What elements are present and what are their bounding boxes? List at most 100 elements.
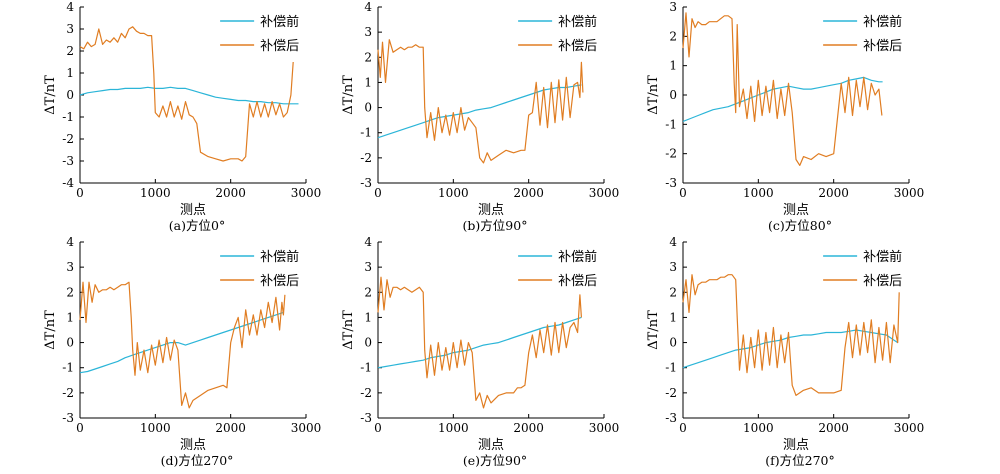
legend-label: 补偿后 (863, 274, 902, 289)
y-tick-label: -2 (360, 151, 372, 165)
y-tick-label: -4 (62, 176, 74, 190)
series-line-after (682, 12, 883, 166)
y-tick-label: 3 (66, 260, 74, 274)
y-tick-label: 3 (669, 260, 677, 274)
x-tick-label: 0 (76, 186, 84, 200)
y-tick-label: 2 (364, 50, 372, 64)
x-tick-label: 2000 (215, 186, 246, 200)
x-tick-label: 2000 (818, 421, 849, 435)
y-tick-label: 3 (669, 0, 677, 14)
x-tick-label: 3000 (589, 421, 620, 435)
x-tick-label: 3000 (291, 421, 322, 435)
series-line-after (79, 281, 286, 409)
y-tick-label: -2 (665, 147, 677, 161)
x-tick-label: 0 (76, 421, 84, 435)
x-tick-label: 0 (374, 421, 382, 435)
y-tick-label: -1 (62, 110, 74, 124)
x-tick-label: 3000 (589, 186, 620, 200)
y-tick-label: 4 (66, 235, 74, 249)
y-tick-label: 3 (364, 25, 372, 39)
series-line-after (79, 26, 294, 162)
x-tick-label: 2000 (513, 186, 544, 200)
y-axis-title: ΔT/nT (646, 75, 661, 115)
y-tick-label: 0 (669, 336, 677, 350)
x-tick-label: 1000 (743, 186, 774, 200)
series-line-before (79, 311, 284, 374)
x-axis-title: 测点 (180, 203, 206, 218)
y-tick-label: 0 (364, 336, 372, 350)
x-tick-label: 1000 (743, 421, 774, 435)
y-tick-label: 1 (66, 310, 74, 324)
y-tick-label: -3 (665, 411, 677, 425)
x-axis-title: 测点 (783, 203, 809, 218)
y-tick-label: 2 (669, 29, 677, 43)
legend-label: 补偿后 (558, 39, 597, 54)
y-tick-label: -3 (360, 176, 372, 190)
y-axis-title: ΔT/nT (341, 75, 356, 115)
y-tick-label: 4 (364, 0, 372, 14)
legend-label: 补偿后 (260, 274, 299, 289)
y-tick-label: -1 (360, 126, 372, 140)
legend-label: 补偿前 (260, 14, 299, 30)
x-tick-label: 1000 (438, 186, 469, 200)
y-tick-label: 2 (364, 285, 372, 299)
panel-caption: (a)方位0° (169, 218, 225, 233)
y-tick-label: 4 (66, 0, 74, 14)
y-tick-label: 4 (364, 235, 372, 249)
x-axis-title: 测点 (180, 438, 206, 453)
y-tick-label: -1 (62, 361, 74, 375)
x-tick-label: 3000 (894, 186, 925, 200)
series-line-after (682, 274, 900, 396)
series-line-before (79, 86, 299, 105)
legend-label: 补偿前 (863, 14, 902, 30)
y-tick-label: -1 (360, 361, 372, 375)
x-axis-title: 测点 (783, 438, 809, 453)
y-tick-label: -1 (665, 117, 677, 131)
y-tick-label: -3 (62, 154, 74, 168)
y-tick-label: -3 (665, 176, 677, 190)
y-tick-label: -2 (360, 386, 372, 400)
series-line-after (377, 39, 584, 164)
legend-label: 补偿后 (260, 39, 299, 54)
y-axis-title: ΔT/nT (341, 310, 356, 350)
panel-caption: (b)方位90° (463, 218, 528, 233)
x-tick-label: 2000 (818, 186, 849, 200)
y-axis-title: ΔT/nT (43, 75, 58, 115)
x-tick-label: 3000 (894, 421, 925, 435)
y-tick-label: 3 (66, 22, 74, 36)
x-tick-label: 1000 (438, 421, 469, 435)
y-tick-label: -2 (665, 386, 677, 400)
y-tick-label: 4 (669, 235, 677, 249)
panel-caption: (f)方位270° (765, 453, 835, 468)
legend-label: 补偿前 (863, 249, 902, 265)
x-tick-label: 2000 (215, 421, 246, 435)
x-tick-label: 0 (679, 186, 687, 200)
x-tick-label: 2000 (513, 421, 544, 435)
y-tick-label: 1 (66, 66, 74, 80)
y-tick-label: 2 (669, 285, 677, 299)
y-tick-label: 1 (669, 310, 677, 324)
x-tick-label: 0 (679, 421, 687, 435)
x-tick-label: 0 (374, 186, 382, 200)
panel-caption: (e)方位90° (463, 453, 527, 468)
y-tick-label: -3 (62, 411, 74, 425)
legend-label: 补偿后 (863, 39, 902, 54)
y-tick-label: -2 (62, 132, 74, 146)
x-axis-title: 测点 (478, 203, 504, 218)
y-tick-label: 3 (364, 260, 372, 274)
y-tick-label: 2 (66, 285, 74, 299)
x-tick-label: 1000 (140, 421, 171, 435)
x-tick-label: 3000 (291, 186, 322, 200)
legend-label: 补偿后 (558, 274, 597, 289)
x-tick-label: 1000 (140, 186, 171, 200)
legend-label: 补偿前 (558, 249, 597, 265)
series-line-before (682, 76, 883, 122)
y-tick-label: 2 (66, 44, 74, 58)
y-tick-label: 1 (364, 75, 372, 89)
